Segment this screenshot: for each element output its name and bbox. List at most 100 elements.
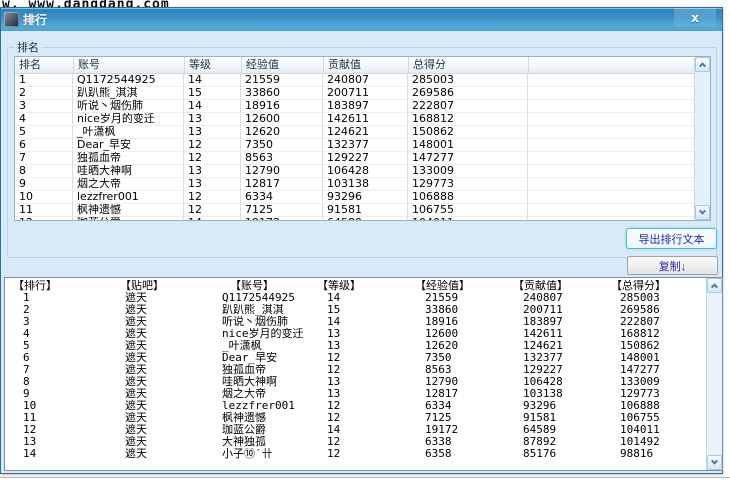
export-ranking-button[interactable]: 导出排行文本 — [626, 228, 717, 249]
output-cell-level: 14 — [327, 424, 341, 436]
chevron-up-icon — [698, 62, 707, 70]
output-cell-rank: 7 — [23, 364, 30, 376]
cell-exp: 12790 — [241, 165, 323, 178]
cell-total: 133009 — [408, 165, 528, 178]
output-cell-level: 13 — [327, 328, 341, 340]
cell-level: 12 — [184, 139, 241, 152]
cell-total: 106755 — [408, 204, 528, 217]
output-row: 8 遮天 哇晒大神啊 13 12790 106428 133009 — [5, 376, 722, 388]
output-cell-total: 150862 — [620, 340, 660, 352]
table-row[interactable]: 3 听说丶烟伤肺 14 18916 183897 222807 — [15, 100, 694, 113]
column-header-rank[interactable]: 排名 — [19, 58, 41, 71]
output-cell-contrib: 103138 — [523, 388, 563, 400]
output-cell-exp: 6338 — [425, 436, 452, 448]
scroll-up-button[interactable] — [695, 57, 710, 72]
column-header-blank[interactable] — [528, 57, 694, 73]
output-scroll-down-button[interactable] — [707, 455, 722, 470]
cell-blank — [528, 152, 694, 165]
cell-exp: 8563 — [241, 152, 323, 165]
output-cell-total: 269586 — [620, 304, 660, 316]
column-header-account[interactable]: 账号 — [73, 57, 184, 73]
output-cell-tieba: 遮天 — [125, 448, 147, 460]
output-cell-rank: 8 — [23, 376, 30, 388]
output-cell-rank: 11 — [23, 412, 37, 424]
table-row[interactable]: 2 趴趴熊_淇淇 15 33860 200711 269586 — [15, 87, 694, 100]
output-col-total: 【总得分】 — [611, 280, 666, 292]
output-cell-contrib: 91581 — [523, 412, 557, 424]
cell-account: lezzfrer001 — [73, 191, 184, 204]
ranking-table: 排名 账号 等级 经验值 贡献值 总得分 1 — [14, 56, 711, 221]
cell-blank — [528, 204, 694, 217]
output-cell-rank: 6 — [23, 352, 30, 364]
background-page-text: w. www.dangdang.com — [2, 0, 170, 7]
output-cell-tieba: 遮天 — [125, 424, 147, 436]
column-header-total[interactable]: 总得分 — [408, 57, 528, 73]
output-scrollbar[interactable] — [706, 278, 722, 470]
output-cell-contrib: 200711 — [523, 304, 563, 316]
table-row[interactable]: 1 Q1172544925 14 21559 240807 285003 — [15, 74, 694, 87]
output-cell-tieba: 遮天 — [125, 316, 147, 328]
output-row: 11 遮天 枫神遗憾 12 7125 91581 106755 — [5, 412, 722, 424]
output-cell-account: _叶潇枫 — [222, 340, 262, 352]
table-scrollbar[interactable] — [694, 57, 710, 220]
cell-rank: 1 — [15, 74, 73, 87]
cell-level: 14 — [184, 217, 241, 220]
cell-total: 285003 — [408, 74, 528, 87]
output-cell-contrib: 240807 — [523, 292, 563, 304]
cell-blank — [528, 217, 694, 220]
cell-contrib: 200711 — [323, 87, 408, 100]
output-cell-exp: 6358 — [425, 448, 452, 460]
output-cell-contrib: 85176 — [523, 448, 557, 460]
cell-contrib: 103138 — [323, 178, 408, 191]
column-header-exp[interactable]: 经验值 — [241, 57, 323, 73]
close-icon: x — [691, 10, 699, 25]
output-cell-exp: 6334 — [425, 400, 452, 412]
cell-blank — [528, 74, 694, 87]
output-cell-tieba: 遮天 — [125, 412, 147, 424]
close-button[interactable]: x — [674, 8, 716, 27]
cell-blank — [528, 100, 694, 113]
column-header-level[interactable]: 等级 — [184, 57, 241, 73]
output-textarea[interactable]: 【排行】 【贴吧】 【账号】 【等级】 【经验值】 【贡献值】 【总得分】 — [4, 277, 723, 471]
table-row[interactable]: 7 独孤血帝 12 8563 129227 147277 — [15, 152, 694, 165]
cell-rank: 10 — [15, 191, 73, 204]
cell-total: 129773 — [408, 178, 528, 191]
column-header-contrib[interactable]: 贡献值 — [323, 57, 408, 73]
output-row: 14 遮天 小子⑩′卄 12 6358 85176 98816 — [5, 448, 722, 460]
output-scroll-up-button[interactable] — [707, 278, 722, 293]
table-row[interactable]: 6 Dear_早安 12 7350 132377 148001 — [15, 139, 694, 152]
table-row[interactable]: 4 nice岁月的变迁 13 12600 142611 168812 — [15, 113, 694, 126]
table-row[interactable]: 5 _叶潇枫 13 12620 124621 150862 — [15, 126, 694, 139]
table-row[interactable]: 12 珈蓝公爵 14 19172 64589 104011 — [15, 217, 694, 220]
output-cell-tieba: 遮天 — [125, 328, 147, 340]
output-cell-total: 285003 — [620, 292, 660, 304]
table-body: 1 Q1172544925 14 21559 240807 285003 2 趴… — [15, 74, 694, 220]
cell-account: 趴趴熊_淇淇 — [73, 87, 184, 100]
cell-level: 13 — [184, 178, 241, 191]
cell-account: nice岁月的变迁 — [73, 113, 184, 126]
output-cell-contrib: 142611 — [523, 328, 563, 340]
table-row[interactable]: 10 lezzfrer001 12 6334 93296 106888 — [15, 191, 694, 204]
cell-exp: 6334 — [241, 191, 323, 204]
chevron-down-icon — [698, 207, 707, 215]
output-cell-level: 12 — [327, 400, 341, 412]
output-col-level: 【等级】 — [317, 280, 361, 292]
table-row[interactable]: 8 哇晒大神啊 13 12790 106428 133009 — [15, 165, 694, 178]
output-cell-exp: 8563 — [425, 364, 452, 376]
cell-exp: 7125 — [241, 204, 323, 217]
window-title: 排行 — [23, 13, 48, 27]
output-cell-total: 147277 — [620, 364, 660, 376]
output-cell-total: 148001 — [620, 352, 660, 364]
cell-account: Dear_早安 — [73, 139, 184, 152]
output-col-account: 【账号】 — [230, 280, 274, 292]
output-cell-contrib: 87892 — [523, 436, 557, 448]
output-cell-account: lezzfrer001 — [222, 400, 295, 412]
output-cell-total: 133009 — [620, 376, 660, 388]
cell-rank: 6 — [15, 139, 73, 152]
output-cell-tieba: 遮天 — [125, 388, 147, 400]
table-row[interactable]: 9 烟之大帝 13 12817 103138 129773 — [15, 178, 694, 191]
cell-contrib: 124621 — [323, 126, 408, 139]
table-row[interactable]: 11 枫神遗憾 12 7125 91581 106755 — [15, 204, 694, 217]
scroll-down-button[interactable] — [695, 205, 710, 220]
copy-button[interactable]: 复制↓ — [627, 256, 718, 275]
